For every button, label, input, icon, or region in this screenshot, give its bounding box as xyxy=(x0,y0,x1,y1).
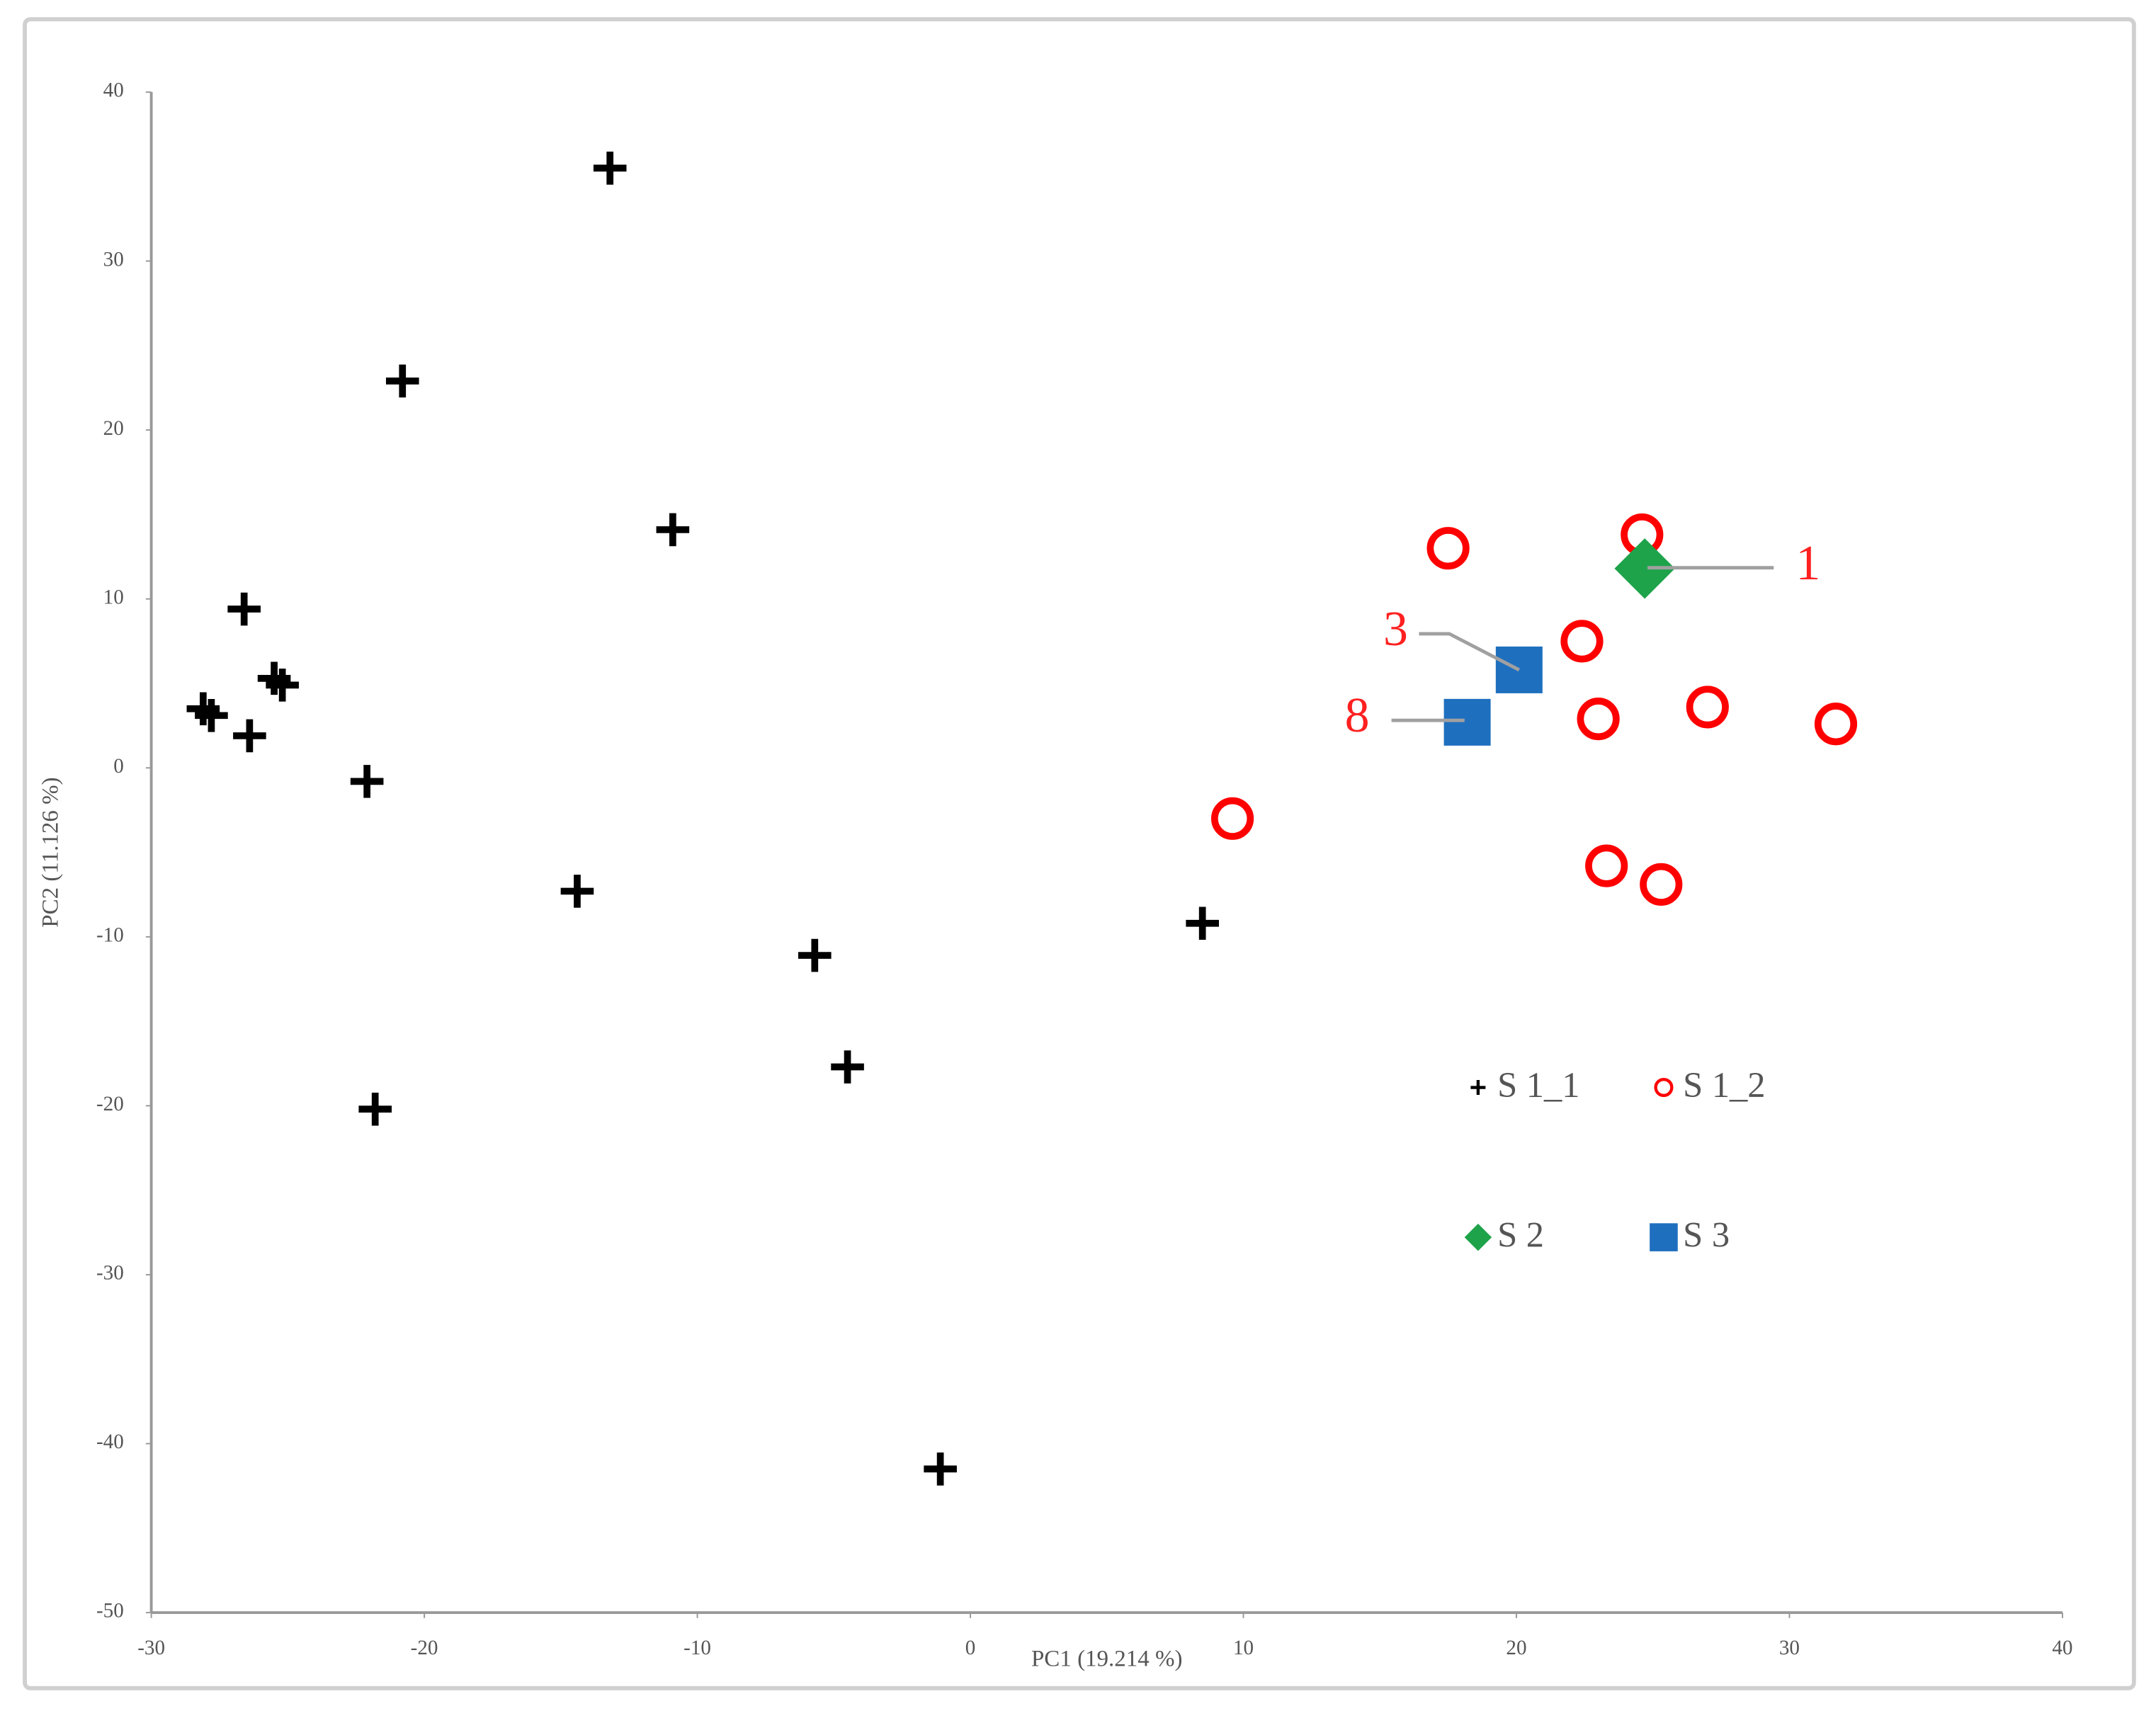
legend-marker xyxy=(1650,1223,1678,1251)
data-point xyxy=(233,719,266,753)
data-point xyxy=(1614,538,1675,599)
data-point xyxy=(593,152,627,185)
legend-label: S 3 xyxy=(1683,1215,1730,1255)
data-point xyxy=(1426,527,1470,570)
annotation: 3 xyxy=(1383,602,1408,656)
marker-shape xyxy=(560,875,594,908)
marker-shape xyxy=(924,1452,957,1486)
data-point xyxy=(1560,620,1604,663)
data-point xyxy=(560,875,594,908)
marker-shape xyxy=(593,152,627,185)
y-tick-label: 30 xyxy=(103,248,124,271)
annotation: 1 xyxy=(1795,536,1820,591)
y-tick-label: -30 xyxy=(96,1262,124,1285)
x-axis-label: PC1 (19.214 %) xyxy=(1031,1647,1183,1672)
data-point xyxy=(195,699,228,732)
data-point xyxy=(266,669,299,702)
legend-marker xyxy=(1654,1077,1674,1098)
marker-shape xyxy=(798,938,832,972)
y-tick-label: -50 xyxy=(96,1600,124,1622)
marker-shape xyxy=(195,699,228,732)
legend-marker xyxy=(1464,1223,1492,1251)
x-tick-label: 0 xyxy=(965,1637,976,1659)
marker-shape xyxy=(656,513,690,547)
y-axis-label: PC2 (11.126 %) xyxy=(38,777,63,927)
y-tick-label: -20 xyxy=(96,1093,124,1115)
data-point xyxy=(227,592,261,626)
x-tick-label: 20 xyxy=(1506,1637,1526,1659)
data-point xyxy=(1814,703,1858,746)
annotation: 8 xyxy=(1345,688,1370,743)
marker-shape xyxy=(233,719,266,753)
chart-frame xyxy=(23,17,2136,1690)
y-tick-label: 10 xyxy=(103,586,124,608)
marker-shape xyxy=(1470,1080,1486,1095)
marker-shape xyxy=(350,765,384,798)
marker-shape xyxy=(266,669,299,702)
x-tick-label: 30 xyxy=(1779,1637,1800,1659)
marker-shape xyxy=(358,1092,392,1126)
data-point xyxy=(798,938,832,972)
x-tick-label: 40 xyxy=(2052,1637,2072,1659)
marker-shape xyxy=(385,364,419,398)
annotation-leader xyxy=(1419,632,1520,672)
y-tick-label: 0 xyxy=(113,755,124,778)
x-tick-label: -20 xyxy=(411,1637,438,1659)
x-tick-label: 10 xyxy=(1233,1637,1254,1659)
data-point xyxy=(1186,906,1219,940)
data-point xyxy=(1686,686,1729,729)
data-point xyxy=(1577,698,1620,741)
marker-shape xyxy=(831,1050,864,1084)
data-point xyxy=(656,513,690,547)
legend-marker xyxy=(1470,1080,1486,1095)
data-point xyxy=(831,1050,864,1084)
data-point xyxy=(924,1452,957,1486)
data-point xyxy=(385,364,419,398)
y-tick-label: -10 xyxy=(96,924,124,947)
legend-label: S 2 xyxy=(1497,1215,1544,1255)
marker-shape xyxy=(1186,906,1219,940)
data-point xyxy=(1210,797,1254,840)
legend-label: S 1_2 xyxy=(1683,1065,1765,1105)
marker-shape xyxy=(227,592,261,626)
data-point xyxy=(350,765,384,798)
x-tick-label: -10 xyxy=(683,1637,711,1659)
y-tick-label: 20 xyxy=(103,417,124,440)
legend-label: S 1_1 xyxy=(1497,1065,1579,1105)
data-point xyxy=(1640,863,1683,906)
y-tick-label: 40 xyxy=(103,79,124,102)
data-point xyxy=(358,1092,392,1126)
x-tick-label: -30 xyxy=(137,1637,165,1659)
data-point xyxy=(1585,844,1628,887)
y-tick-label: -40 xyxy=(96,1431,124,1453)
data-point xyxy=(1443,698,1491,746)
